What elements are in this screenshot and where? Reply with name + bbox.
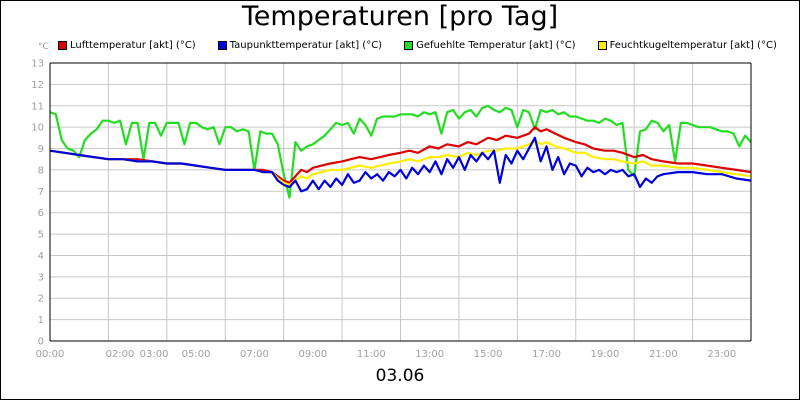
y-tick-label: 7 [38,187,44,198]
x-tick-label: 03:00 [140,349,169,360]
x-tick-label: 00:00 [36,349,65,360]
y-tick-label: 8 [38,165,44,176]
y-tick-label: 13 [31,59,44,70]
legend-label: Lufttemperatur [akt] (°C) [70,39,196,51]
y-tick-label: 1 [38,315,44,326]
y-tick-label: 9 [38,144,44,155]
legend-label: Feuchtkugeltemperatur [akt] (°C) [609,39,777,51]
legend-swatch-icon [217,40,227,50]
legend-swatch-icon [58,40,67,50]
date-label: 03.06 [375,366,425,386]
legend-swatch-icon [404,40,414,50]
legend-label: Taupunkttemperatur [akt] (°C) [229,39,383,51]
x-tick-label: 07:00 [240,349,269,360]
y-tick-label: 12 [31,80,44,91]
x-tick-label: 05:00 [182,349,211,360]
y-tick-label: 5 [38,230,44,241]
y-tick-label: 10 [31,123,44,134]
series-lines [49,104,752,199]
x-tick-label: 13:00 [415,349,444,360]
legend-item-gefuehlte-temperatur: Gefuehlte Temperatur [akt] (°C) [404,39,576,51]
legend: Lufttemperatur [akt] (°C) Taupunkttemper… [58,38,799,52]
y-tick-label: 11 [31,101,44,112]
legend-label: Gefuehlte Temperatur [akt] (°C) [416,39,576,51]
x-tick-label: 21:00 [649,349,678,360]
x-tick-label: 23:00 [707,349,736,360]
legend-swatch-icon [597,40,607,50]
series-line-taupunkttemperatur [49,136,752,193]
x-tick-label: 15:00 [474,349,503,360]
legend-item-feuchtkugeltemperatur: Feuchtkugeltemperatur [akt] (°C) [597,39,777,51]
x-tick-label: 19:00 [591,349,620,360]
chart-title: Temperaturen [pro Tag] [241,1,559,32]
x-tick-label: 02:00 [106,349,135,360]
legend-item-taupunkttemperatur: Taupunkttemperatur [akt] (°C) [217,39,383,51]
y-tick-label: 6 [38,208,44,219]
y-tick-label: 2 [38,294,44,305]
grid [49,62,752,342]
y-axis-unit: °C [38,42,49,52]
x-tick-label: 17:00 [532,349,561,360]
y-tick-label: 4 [38,251,44,262]
x-tick-label: 11:00 [357,349,386,360]
x-tick-label: 09:00 [298,349,327,360]
legend-item-lufttemperatur: Lufttemperatur [akt] (°C) [58,40,196,51]
y-tick-label: 0 [38,337,44,348]
y-tick-label: 3 [38,272,44,283]
